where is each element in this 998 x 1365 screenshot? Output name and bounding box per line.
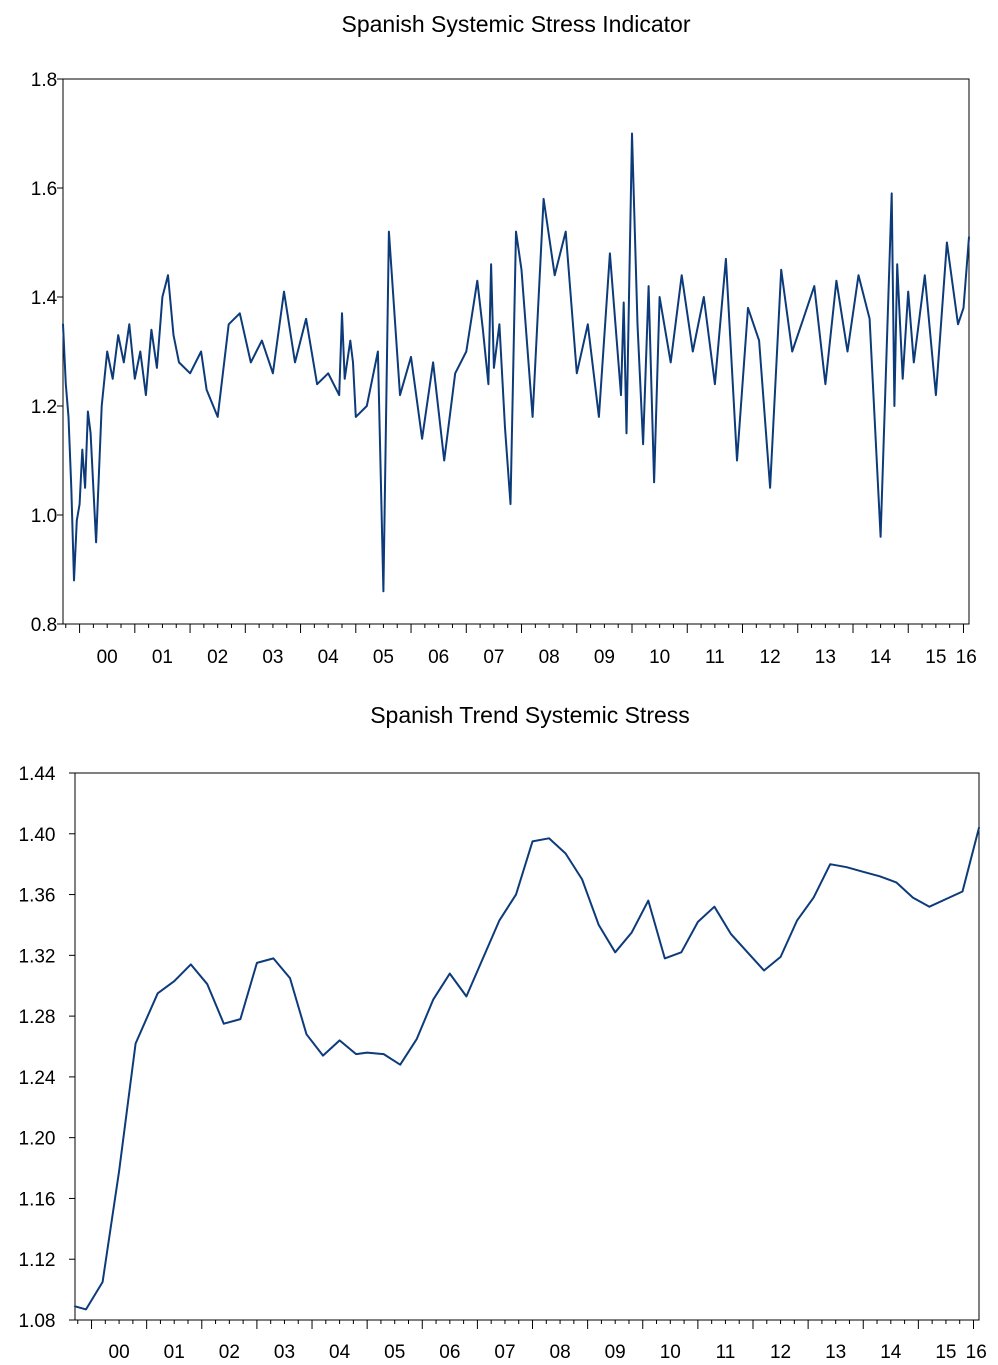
chart-systemic-stress-indicator: Spanish Systemic Stress Indicator 0.8 1.0… xyxy=(31,11,977,668)
y-tick-label: 1.28 xyxy=(19,1007,56,1028)
x-tick-label: 10 xyxy=(660,1342,681,1363)
y-tick-label: 1.24 xyxy=(19,1068,56,1089)
x-tick-label: 09 xyxy=(594,647,615,668)
x-tick-label: 04 xyxy=(329,1342,351,1363)
y-tick-label: 1.40 xyxy=(19,825,56,846)
series-line xyxy=(74,826,980,1311)
x-tick-label: 16 xyxy=(956,647,977,668)
x-tick-label: 06 xyxy=(428,647,449,668)
x-tick-label: 12 xyxy=(770,1342,791,1363)
plot-frame xyxy=(74,772,980,1321)
plot-frame xyxy=(62,78,970,625)
x-tick-label: 05 xyxy=(373,647,394,668)
y-tick-label: 1.32 xyxy=(19,946,56,967)
x-tick-label: 12 xyxy=(760,647,781,668)
x-tick-label: 01 xyxy=(152,647,173,668)
x-tick-label: 02 xyxy=(207,647,228,668)
x-tick-label: 00 xyxy=(109,1342,130,1363)
y-tick-label: 1.2 xyxy=(31,397,57,418)
x-tick-label: 07 xyxy=(494,1342,515,1363)
y-tick-label: 1.8 xyxy=(31,70,57,91)
chart-title: Spanish Systemic Stress Indicator xyxy=(342,11,691,37)
x-tick-label: 04 xyxy=(318,647,340,668)
y-tick-label: 1.08 xyxy=(19,1311,56,1332)
y-axis: 0.8 1.0 1.2 1.4 1.6 1.8 xyxy=(31,70,63,636)
y-tick-label: 1.16 xyxy=(19,1189,56,1210)
x-tick-label: 13 xyxy=(825,1342,846,1363)
series-layer xyxy=(62,132,970,593)
x-tick-label: 07 xyxy=(483,647,504,668)
x-tick-label: 13 xyxy=(815,647,836,668)
x-tick-label: 00 xyxy=(97,647,118,668)
y-tick-label: 1.6 xyxy=(31,179,57,200)
x-tick-label: 08 xyxy=(550,1342,571,1363)
x-tick-label: 14 xyxy=(880,1342,902,1363)
x-tick-label: 03 xyxy=(274,1342,295,1363)
x-tick-label: 02 xyxy=(219,1342,240,1363)
y-tick-label: 1.4 xyxy=(31,288,58,309)
series-layer xyxy=(74,826,980,1311)
x-tick-label: 16 xyxy=(966,1342,987,1363)
x-tick-label: 09 xyxy=(605,1342,626,1363)
x-tick-label: 08 xyxy=(539,647,560,668)
x-tick-label: 15 xyxy=(935,1342,956,1363)
x-tick-label: 05 xyxy=(384,1342,405,1363)
y-tick-label: 1.20 xyxy=(19,1129,56,1150)
x-tick-label: 15 xyxy=(925,647,946,668)
x-tick-label: 03 xyxy=(262,647,283,668)
chart-trend-systemic-stress: Spanish Trend Systemic Stress 1.081.121.… xyxy=(19,702,987,1363)
y-tick-label: 0.8 xyxy=(31,615,57,636)
x-axis: 00 01 02 03 04 05 06 07 08 09 10 11 12 13 14 15 16 xyxy=(65,624,977,668)
y-tick-label: 1.36 xyxy=(19,886,56,907)
x-tick-label: 01 xyxy=(164,1342,185,1363)
x-tick-label: 10 xyxy=(649,647,670,668)
chart-title: Spanish Trend Systemic Stress xyxy=(370,702,690,728)
y-tick-label: 1.44 xyxy=(19,764,56,785)
y-tick-label: 1.0 xyxy=(31,506,57,527)
x-axis: 00 01 02 03 04 05 06 07 08 09 10 11 12 13 14 15 16 xyxy=(77,1320,987,1363)
y-tick-label: 1.12 xyxy=(19,1250,56,1271)
x-tick-label: 11 xyxy=(716,1342,736,1363)
x-tick-label: 06 xyxy=(439,1342,460,1363)
series-line xyxy=(62,132,970,593)
x-tick-label: 11 xyxy=(705,647,725,668)
y-axis: 1.08 1.12 1.16 1.20 1.24 1.28 1.32 1.36 1.40 1.44 xyxy=(19,764,75,1332)
x-tick-label: 14 xyxy=(870,647,892,668)
